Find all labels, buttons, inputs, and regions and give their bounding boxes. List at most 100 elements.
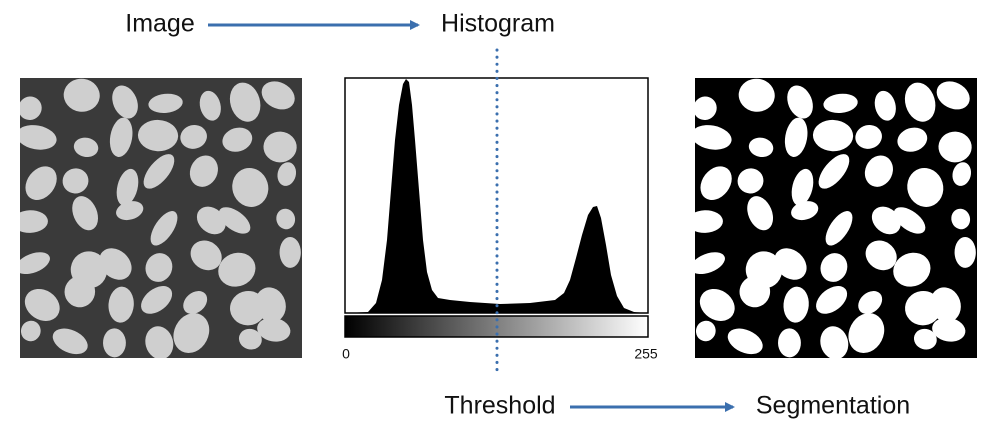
- blob: [261, 81, 295, 110]
- blob: [952, 162, 972, 186]
- blob: [263, 131, 297, 163]
- blob: [932, 317, 966, 342]
- blob: [913, 328, 937, 350]
- blob: [276, 208, 296, 230]
- blob: [20, 252, 50, 275]
- blob: [255, 287, 286, 323]
- blob: [816, 286, 848, 314]
- blob: [865, 240, 897, 271]
- blob: [218, 252, 256, 287]
- blob: [232, 167, 269, 207]
- blob: [277, 162, 297, 186]
- blob: [73, 137, 99, 158]
- blob: [893, 252, 931, 287]
- blob: [695, 252, 725, 275]
- blob: [257, 317, 291, 342]
- blob: [137, 119, 179, 152]
- blob: [864, 155, 893, 187]
- blob: [196, 206, 226, 235]
- blob: [180, 124, 207, 149]
- axis-max-label: 255: [634, 346, 658, 362]
- blob: [848, 313, 885, 354]
- blob: [820, 326, 849, 358]
- blob: [145, 326, 174, 358]
- blob: [951, 208, 971, 230]
- blob: [700, 166, 732, 200]
- blob: [99, 248, 132, 280]
- blob: [52, 328, 88, 355]
- blob: [20, 210, 48, 233]
- blob: [173, 313, 210, 354]
- blob: [64, 276, 96, 308]
- blob: [699, 288, 735, 321]
- blob: [695, 125, 732, 150]
- threshold-label: Threshold: [444, 392, 555, 420]
- blob: [791, 168, 814, 206]
- blob: [103, 328, 126, 358]
- blob: [737, 168, 764, 194]
- blob: [190, 240, 222, 271]
- blob: [893, 207, 926, 234]
- segmentation-label: Segmentation: [756, 392, 910, 420]
- blob: [778, 328, 801, 358]
- blob: [189, 155, 218, 187]
- blob: [62, 168, 89, 194]
- blob: [787, 85, 813, 119]
- blob: [279, 236, 301, 268]
- blob: [108, 286, 134, 323]
- blob: [148, 93, 183, 114]
- blob: [874, 90, 896, 121]
- blob: [150, 211, 178, 246]
- blob: [907, 167, 944, 207]
- blob: [222, 127, 253, 152]
- input-blobs: [20, 78, 301, 358]
- blob: [791, 201, 819, 221]
- blob: [727, 328, 763, 355]
- blob: [812, 119, 854, 152]
- blob: [238, 328, 262, 350]
- blob: [855, 124, 882, 149]
- blob: [930, 287, 961, 323]
- blob: [695, 96, 717, 120]
- blob: [72, 196, 99, 231]
- blob: [748, 137, 774, 158]
- segmented-blobs: [695, 78, 976, 358]
- blob: [784, 117, 808, 157]
- blob: [20, 96, 42, 120]
- blob: [904, 82, 936, 122]
- blob: [774, 248, 807, 280]
- blob: [738, 78, 775, 112]
- blob: [820, 253, 848, 282]
- blob: [938, 131, 972, 163]
- blob: [823, 93, 858, 114]
- blob: [145, 253, 173, 282]
- blob: [143, 154, 175, 189]
- blob: [858, 291, 883, 314]
- blob: [109, 117, 133, 157]
- blob: [897, 127, 928, 152]
- blob: [695, 320, 716, 342]
- blob: [116, 201, 144, 221]
- blob: [20, 320, 41, 342]
- blob: [825, 211, 853, 246]
- blob: [229, 82, 261, 122]
- blob: [739, 276, 771, 308]
- blob: [871, 206, 901, 235]
- blob: [199, 90, 221, 121]
- blob: [818, 154, 850, 189]
- blob: [747, 196, 774, 231]
- histogram-shape: [346, 79, 647, 313]
- image-label: Image: [125, 10, 194, 38]
- blob: [20, 125, 57, 150]
- blob: [783, 286, 809, 323]
- blob: [954, 236, 976, 268]
- blob: [141, 286, 173, 314]
- blob: [936, 81, 970, 110]
- blob: [218, 207, 251, 234]
- blob: [112, 85, 138, 119]
- histogram-label: Histogram: [441, 10, 555, 38]
- blob: [63, 78, 100, 112]
- blob: [25, 166, 57, 200]
